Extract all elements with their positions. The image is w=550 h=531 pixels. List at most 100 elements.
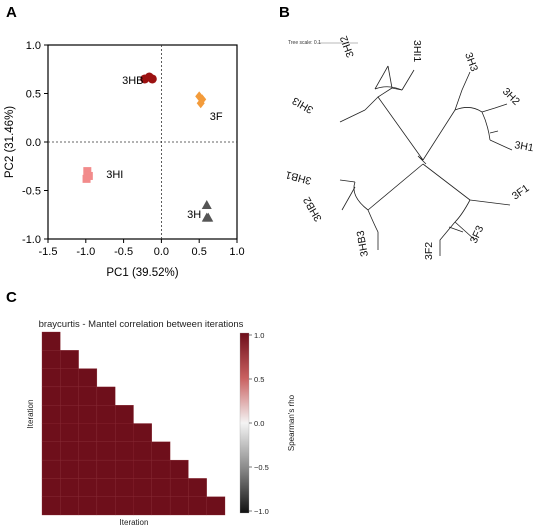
tree-leaf-label: 3H1: [513, 139, 534, 154]
heatmap-cell: [41, 405, 61, 424]
heatmap-title: braycurtis - Mantel correlation between …: [39, 319, 244, 330]
pca-point-3h: [203, 212, 214, 222]
heatmap-cell: [96, 441, 116, 461]
heatmap-cell: [115, 441, 134, 461]
tree-branch: [448, 226, 464, 233]
tree-branch: [391, 87, 403, 91]
colorbar-tick-label: 1.0: [254, 331, 264, 340]
heatmap-cell: [133, 496, 152, 516]
heatmap-cell: [41, 496, 61, 516]
tree-branch: [422, 163, 471, 201]
heatmap-cell: [96, 478, 116, 497]
heatmap-cell: [78, 405, 98, 424]
heatmap-cell: [115, 496, 134, 516]
heatmap-cell: [96, 459, 116, 479]
tree-leaf-labels: 3HI1 3H3 3H2 3H1 3F1 3F3 3F2 3HB3 3HB2 3HB1 3HI3 3H…: [284, 34, 535, 260]
heatmap-cell: [115, 478, 134, 497]
tree-branch: [401, 69, 415, 91]
tree-leaf-label: 3HI1: [411, 40, 423, 62]
pca-x-axis-label: PC1 (39.52%): [106, 267, 178, 279]
pca-plot: -1.5 -1.0 -0.5 0.0 0.5 1.0-1.0-0.50.00.51.0 3…: [4, 40, 245, 279]
pca-group-label: 3F: [210, 111, 223, 123]
heatmap-cell: [60, 441, 79, 461]
heatmap-cell: [96, 386, 116, 406]
mantel-heatmap: braycurtis - Mantel correlation between …: [26, 319, 296, 527]
panel-label-c: C: [6, 289, 17, 306]
phylogenetic-tree: Tree scale: 0.1: [284, 34, 535, 260]
heatmap-cell: [78, 368, 98, 388]
heatmap-cell: [60, 368, 79, 388]
tree-branch: [454, 107, 483, 113]
pca-y-tick-label: 0.5: [26, 89, 41, 101]
heatmap-cell: [41, 478, 61, 497]
pca-x-tick-label: 0.5: [192, 246, 207, 258]
pca-group-label: 3HB: [122, 75, 143, 87]
heatmap-cell: [60, 405, 79, 424]
tree-leaf-label: 3H2: [500, 86, 522, 108]
heatmap-cell: [188, 496, 207, 516]
heatmap-cell: [41, 423, 61, 442]
heatmap-cell: [151, 478, 171, 497]
tree-branch: [364, 96, 379, 111]
heatmap-cell: [78, 496, 98, 516]
heatmap-cell: [41, 386, 61, 406]
tree-branch: [374, 86, 403, 91]
heatmap-cell: [60, 459, 79, 479]
heatmap-cell: [60, 386, 79, 406]
tree-branch: [454, 221, 476, 241]
heatmap-cell: [60, 496, 79, 516]
pca-x-tick-label: -0.5: [114, 246, 133, 258]
pca-zero-lines: [48, 45, 237, 239]
tree-leaf-label: 3HB2: [301, 195, 325, 224]
tree-leaf-label: 3H3: [462, 51, 480, 73]
colorbar-label: Spearman's rho: [287, 394, 296, 451]
colorbar-gradient: [239, 332, 250, 514]
pca-point-3hb: [147, 74, 157, 84]
pca-point-labels: 3HB 3F 3HI 3H: [106, 75, 223, 221]
colorbar-tick-label: −0.5: [254, 463, 269, 472]
tree-leaf-label: 3HB3: [355, 229, 371, 257]
tree-branch: [481, 111, 491, 141]
pca-points: [82, 72, 214, 222]
heatmap-cell: [96, 496, 116, 516]
heatmap-colorbar: 1.0 0.5 0.0 −0.5 −1.0 Spearman's rho: [239, 331, 296, 516]
heatmap-cell: [151, 459, 171, 479]
tree-branch: [454, 199, 471, 223]
tree-leaf-label: 3HB1: [284, 168, 313, 186]
tree-leaf-label: 3HI3: [290, 94, 315, 116]
pca-point-3hi: [82, 174, 91, 183]
heatmap-y-axis-label: Iteration: [26, 400, 35, 429]
tree-branch: [439, 221, 456, 256]
tree-leaf-label: 3F2: [423, 242, 435, 260]
tree-branch: [489, 139, 513, 151]
pca-x-tick-label: -1.0: [76, 246, 95, 258]
heatmap-cell: [96, 423, 116, 442]
tree-branch: [367, 163, 424, 211]
heatmap-cell: [41, 459, 61, 479]
pca-group-label: 3HI: [106, 169, 123, 181]
colorbar-tick-label: 0.0: [254, 419, 264, 428]
heatmap-cell: [78, 423, 98, 442]
tree-scale-label: Tree scale: 0.1: [288, 40, 321, 46]
pca-y-tick-label: 0.0: [26, 137, 41, 149]
tree-branch: [422, 109, 456, 161]
heatmap-cell: [78, 386, 98, 406]
heatmap-cell: [115, 423, 134, 442]
pca-group-label: 3H: [187, 209, 201, 221]
tree-leaf-label: 3HI2: [338, 34, 357, 59]
heatmap-cell: [60, 423, 79, 442]
pca-y-tick-label: -1.0: [22, 234, 41, 246]
tree-branches: [339, 65, 513, 256]
heatmap-cell: [151, 441, 171, 461]
heatmap-cell: [206, 496, 226, 516]
heatmap-cell: [60, 478, 79, 497]
tree-branch: [454, 71, 471, 111]
heatmap-cell: [41, 441, 61, 461]
colorbar-tick-label: −1.0: [254, 507, 269, 516]
pca-y-tick-label: -0.5: [22, 186, 41, 198]
heatmap-cell: [41, 350, 61, 369]
heatmap-cell: [133, 459, 152, 479]
heatmap-cell: [188, 478, 207, 497]
tree-branch: [367, 209, 379, 250]
tree-branch: [377, 87, 424, 161]
